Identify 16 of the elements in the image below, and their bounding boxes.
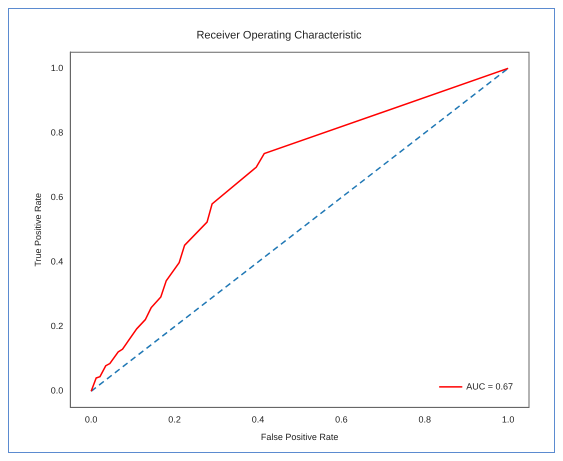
y-tick-label: 0.0 <box>50 386 64 396</box>
y-tick-label: 1.0 <box>50 62 64 73</box>
legend-label: AUC = 0.67 <box>466 381 514 392</box>
x-axis-title: False Positive Rate <box>260 432 338 442</box>
x-tick-label: 0.0 <box>84 414 98 424</box>
x-tick-label: 0.6 <box>335 414 348 424</box>
x-tick-label: 0.8 <box>418 414 432 424</box>
x-tick-label: 0.4 <box>252 414 264 424</box>
y-tick-label: 0.4 <box>50 256 64 267</box>
y-tick-label: 0.2 <box>50 321 64 332</box>
x-tick-label: 0.2 <box>168 414 181 424</box>
y-tick-label: 0.6 <box>50 192 64 202</box>
y-axis-title: True Positive Rate <box>32 192 43 267</box>
y-tick-label: 0.8 <box>50 127 64 138</box>
x-tick-label: 1.0 <box>502 414 514 424</box>
chart-title: Receiver Operating Characteristic <box>196 30 362 42</box>
